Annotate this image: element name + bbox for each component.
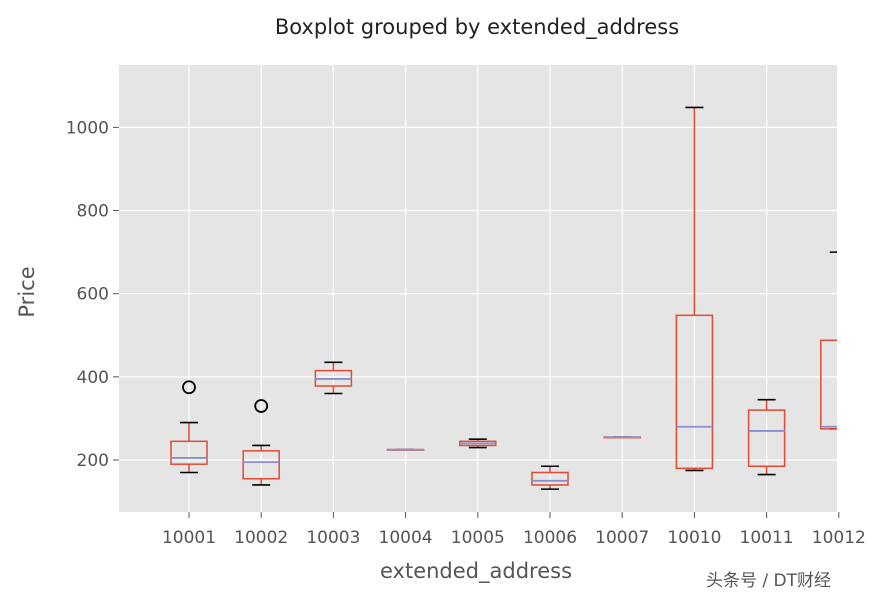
- box-body: [531, 471, 569, 486]
- y-tick-label: 600: [77, 285, 109, 305]
- outlier-point: [254, 399, 269, 413]
- outlier-point: [182, 380, 196, 395]
- box-body: [170, 440, 208, 465]
- box-body: [242, 450, 280, 480]
- x-tick-label: 10007: [595, 528, 649, 548]
- box-10003: [314, 361, 353, 395]
- box-10011: [747, 398, 786, 476]
- x-tick-label: 10006: [523, 528, 577, 548]
- box-body: [820, 339, 837, 430]
- y-tick-label: 1000: [66, 118, 109, 138]
- x-tick-label: 10005: [451, 528, 505, 548]
- boxes-layer: [170, 106, 837, 490]
- watermark-text: 头条号 / DT财经: [706, 571, 832, 591]
- x-tick-label: 10002: [234, 528, 288, 548]
- box-10006: [531, 465, 569, 490]
- grid-lines: [119, 65, 840, 512]
- box-body: [747, 409, 786, 468]
- tick-labels: 200 400 600 800 1000 10001 10002 10003 10004 1000…: [66, 118, 866, 548]
- x-tick-label: 10012: [812, 528, 866, 548]
- box-10004: [386, 448, 425, 451]
- box-body: [675, 314, 714, 470]
- box-10001: [170, 380, 208, 474]
- box-10005: [459, 438, 497, 449]
- x-axis-title: extended_address: [380, 559, 572, 584]
- x-tick-label: 10003: [306, 528, 360, 548]
- x-tick-label: 10011: [740, 528, 794, 548]
- y-tick-label: 800: [77, 202, 109, 222]
- x-tick-label: 10001: [162, 528, 216, 548]
- box-10010: [675, 106, 714, 472]
- box-10002: [242, 399, 280, 486]
- box-10007: [603, 436, 641, 439]
- x-tick-label: 10010: [667, 528, 721, 548]
- x-tick-label: 10004: [379, 528, 433, 548]
- box-10012: [820, 251, 837, 430]
- y-tick-label: 400: [77, 368, 109, 388]
- y-tick-label: 200: [77, 451, 109, 471]
- y-axis-title: Price: [15, 266, 39, 317]
- chart-title: Boxplot grouped by extended_address: [275, 15, 679, 40]
